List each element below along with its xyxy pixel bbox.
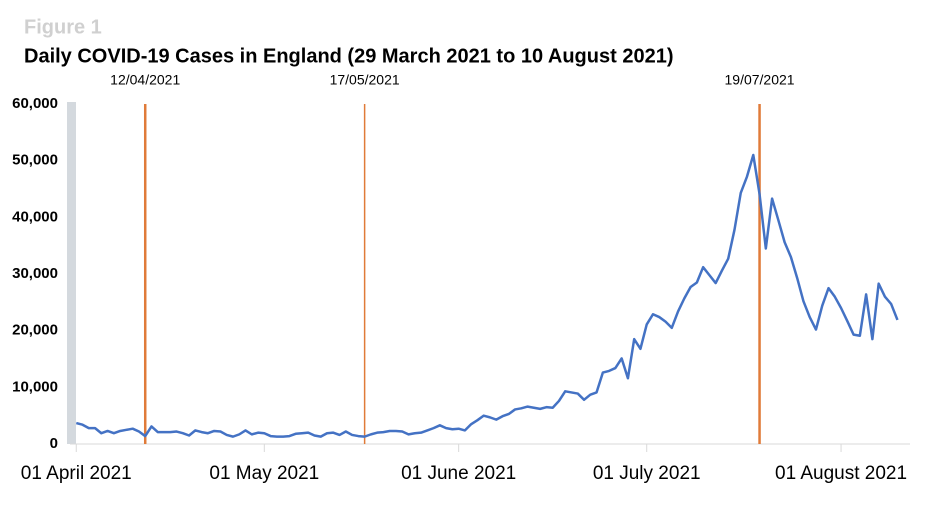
annotation-label: 17/05/2021 xyxy=(330,72,400,88)
x-tick-label: 01 April 2021 xyxy=(21,463,132,484)
y-tick-label: 10,000 xyxy=(12,378,58,395)
figure-label: Figure 1 xyxy=(24,16,102,38)
chart-title: Daily COVID-19 Cases in England (29 Marc… xyxy=(24,45,673,67)
x-tick-label: 01 May 2021 xyxy=(209,463,319,484)
series-line xyxy=(75,153,899,438)
annotation-label: 12/04/2021 xyxy=(110,72,180,88)
y-tick-label: 50,000 xyxy=(12,152,58,169)
x-tick-label: 01 July 2021 xyxy=(593,463,701,484)
axis-band xyxy=(67,102,76,444)
annotation-label: 19/07/2021 xyxy=(725,72,795,88)
x-tick-label: 01 June 2021 xyxy=(401,463,516,484)
x-tick-label: 01 August 2021 xyxy=(775,463,907,484)
y-tick-label: 60,000 xyxy=(12,95,58,112)
y-tick-label: 20,000 xyxy=(12,322,58,339)
y-tick-label: 30,000 xyxy=(12,265,58,282)
y-tick-label: 0 xyxy=(50,435,58,452)
y-tick-label: 40,000 xyxy=(12,208,58,225)
